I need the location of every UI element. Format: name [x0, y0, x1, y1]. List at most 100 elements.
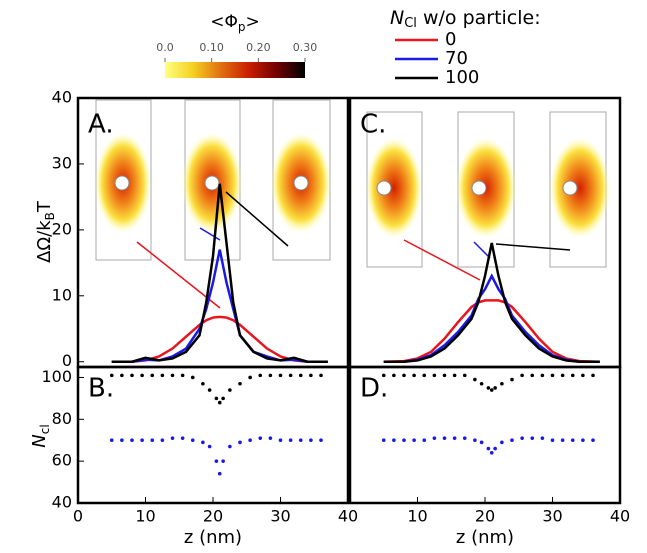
series-point	[201, 440, 205, 445]
legend-title-sub: Cl	[404, 16, 417, 31]
series-point	[493, 386, 497, 390]
series-point	[412, 438, 416, 443]
series-point	[309, 438, 313, 443]
series-point	[560, 438, 565, 443]
series-point	[392, 438, 396, 443]
y-tick-label: 0	[62, 351, 72, 370]
legend-title-part: N	[390, 7, 404, 29]
legend-label: 100	[445, 67, 479, 88]
series-point	[109, 438, 114, 443]
x-tick-label: 30	[270, 507, 290, 526]
series-point	[278, 438, 283, 443]
y-axis-title: ΔΩ/kBT	[34, 200, 57, 263]
series-point	[570, 373, 575, 378]
series-point	[530, 373, 535, 378]
series-point	[319, 373, 323, 378]
panel-label: C.	[360, 110, 386, 140]
y-title-part: T	[34, 200, 55, 213]
series-line	[383, 299, 600, 363]
series-point	[462, 436, 467, 440]
particle	[562, 180, 578, 196]
series-line	[383, 273, 600, 363]
y-title-sub: B	[43, 212, 57, 220]
series-point	[591, 373, 595, 378]
series-point	[550, 373, 555, 378]
series-point	[486, 386, 491, 390]
y-tick-label: 80	[52, 409, 72, 428]
legend-label: 0	[445, 29, 456, 50]
pointer	[495, 243, 571, 251]
series-point	[190, 438, 195, 443]
series-point	[452, 436, 457, 440]
cb-title-sub: p	[238, 20, 246, 34]
series-point	[530, 436, 535, 440]
series-point	[402, 438, 406, 443]
series-point	[581, 438, 585, 443]
series-point	[591, 438, 595, 443]
series-point	[120, 438, 124, 443]
y-title-part: ΔΩ/k	[34, 220, 55, 263]
series-point	[214, 396, 219, 401]
series-point	[288, 438, 293, 443]
series-point	[489, 450, 494, 455]
series-point	[412, 373, 416, 378]
series-point	[130, 373, 134, 378]
series-point	[452, 373, 457, 378]
x-tick-label: 20	[475, 507, 495, 526]
x-tick-label: 0	[73, 507, 83, 526]
series-point	[190, 375, 195, 380]
series-point	[381, 438, 386, 443]
particle	[376, 180, 392, 196]
panel-label: A.	[88, 110, 114, 140]
series-point	[422, 438, 427, 443]
y-title-sub: cl	[38, 424, 52, 434]
particle	[471, 180, 487, 196]
colorbar-tick-label: 0.10	[199, 41, 224, 54]
plot-frame	[348, 365, 622, 505]
series-point	[479, 440, 484, 445]
series-point	[248, 375, 252, 380]
pointer	[473, 241, 491, 259]
x-axis-title: z (nm)	[456, 527, 514, 548]
series-point	[268, 373, 273, 378]
series-point	[392, 373, 396, 378]
series-point	[180, 436, 185, 440]
series-point	[207, 444, 212, 449]
series-point	[120, 373, 124, 378]
colorbar	[165, 62, 305, 78]
series-point	[221, 459, 225, 463]
series-point	[217, 471, 222, 476]
insets	[95, 99, 610, 309]
series-line	[111, 249, 328, 363]
series-point	[500, 381, 504, 386]
series-point	[560, 373, 565, 378]
series-point	[309, 373, 313, 378]
particle	[293, 175, 309, 191]
y-axis-title: Ncl	[29, 424, 52, 447]
series-point	[170, 436, 175, 440]
legend-title: NCl w/o particle:	[390, 7, 541, 31]
legend-title-part: w/o particle:	[417, 7, 541, 29]
series-point	[109, 373, 114, 378]
x-axis-title: z (nm)	[184, 527, 242, 548]
series-point	[140, 373, 144, 378]
series-point	[268, 436, 273, 440]
panel-label: B.	[88, 374, 114, 404]
series-point	[130, 438, 134, 443]
series-point	[140, 438, 144, 443]
series-point	[473, 377, 477, 382]
pointer	[199, 227, 221, 241]
series-point	[473, 438, 477, 443]
series-point	[214, 459, 219, 463]
series-point	[540, 436, 545, 440]
series-point	[160, 438, 165, 443]
plot-frame	[76, 365, 350, 505]
series-point	[170, 373, 175, 378]
x-tick-label: 10	[407, 507, 427, 526]
series-point	[221, 396, 225, 401]
series-point	[442, 436, 447, 440]
series-point	[520, 373, 524, 378]
series-point	[180, 373, 185, 378]
series-point	[288, 373, 293, 378]
y-tick-label: 10	[52, 285, 72, 304]
